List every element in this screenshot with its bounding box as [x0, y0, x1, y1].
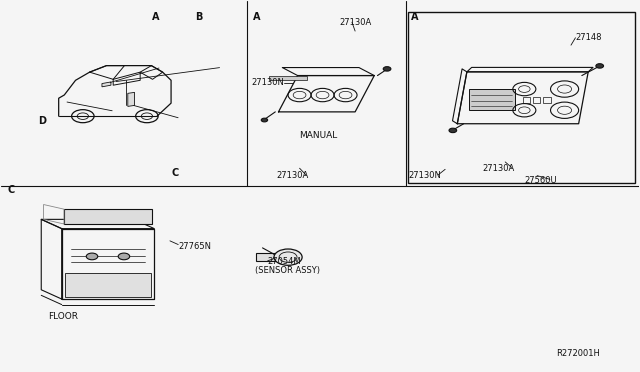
Bar: [468, 89, 515, 110]
Circle shape: [383, 67, 391, 71]
Circle shape: [449, 128, 457, 133]
Text: 27130A: 27130A: [276, 171, 309, 180]
Circle shape: [86, 253, 98, 260]
Text: R272001H: R272001H: [556, 349, 600, 358]
Text: 27148: 27148: [575, 33, 602, 42]
Text: 27765N: 27765N: [178, 241, 211, 250]
Bar: [408, 12, 636, 183]
Circle shape: [596, 64, 604, 68]
Text: A: A: [412, 12, 419, 22]
Text: B: B: [195, 12, 203, 22]
Text: 27130N: 27130N: [408, 171, 441, 180]
Circle shape: [274, 249, 302, 265]
Text: (SENSOR ASSY): (SENSOR ASSY): [255, 266, 320, 275]
Text: D: D: [38, 116, 45, 126]
Circle shape: [118, 253, 130, 260]
Text: 27054M: 27054M: [268, 257, 301, 266]
Bar: [543, 97, 550, 103]
Text: 27560U: 27560U: [524, 176, 557, 185]
Text: 27130A: 27130A: [339, 19, 371, 28]
Bar: [523, 97, 530, 103]
Text: 27130N: 27130N: [252, 78, 285, 87]
Text: MANUAL: MANUAL: [300, 131, 338, 141]
Circle shape: [261, 118, 268, 122]
Bar: [64, 209, 152, 224]
Bar: [65, 273, 151, 297]
Text: C: C: [7, 186, 14, 195]
Text: A: A: [253, 12, 260, 22]
Bar: [256, 253, 276, 261]
Bar: [269, 76, 307, 80]
Text: A: A: [152, 12, 159, 22]
Polygon shape: [128, 92, 134, 106]
Text: 27130A: 27130A: [483, 164, 515, 173]
Text: FLOOR: FLOOR: [49, 312, 79, 321]
Polygon shape: [102, 82, 111, 87]
Text: C: C: [172, 168, 179, 178]
Bar: [532, 97, 540, 103]
